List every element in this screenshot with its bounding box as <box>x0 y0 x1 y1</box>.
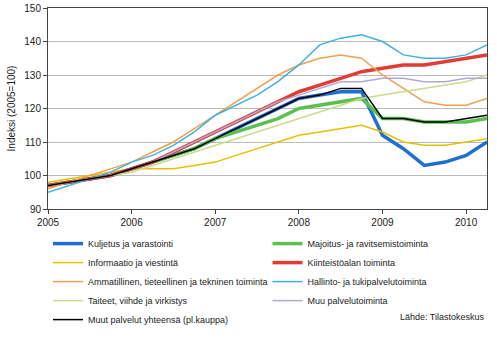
svg-text:2010: 2010 <box>455 217 478 228</box>
svg-text:110: 110 <box>25 137 41 148</box>
svg-text:Kiinteistöalan toiminta: Kiinteistöalan toiminta <box>308 258 396 268</box>
svg-text:Lähde: Tilastokeskus: Lähde: Tilastokeskus <box>400 312 485 322</box>
svg-text:Kuljetus ja varastointi: Kuljetus ja varastointi <box>88 239 173 249</box>
svg-text:Ammatillinen, tieteellinen ja: Ammatillinen, tieteellinen ja tekninen t… <box>88 277 268 287</box>
svg-text:150: 150 <box>24 3 41 14</box>
svg-text:Muu palvelutoiminta: Muu palvelutoiminta <box>308 296 388 306</box>
svg-text:130: 130 <box>24 70 41 81</box>
svg-text:2009: 2009 <box>371 217 394 228</box>
svg-text:2008: 2008 <box>288 217 311 228</box>
svg-text:Hallinto- ja tukipalvelutoimin: Hallinto- ja tukipalvelutoiminta <box>308 277 427 287</box>
svg-text:120: 120 <box>24 103 41 114</box>
svg-text:Indeksi (2005=100): Indeksi (2005=100) <box>6 66 17 152</box>
svg-text:Taiteet, viihde ja virkistys: Taiteet, viihde ja virkistys <box>88 296 188 306</box>
svg-text:140: 140 <box>24 36 41 47</box>
svg-text:Majoitus- ja ravitsemistoimint: Majoitus- ja ravitsemistoiminta <box>308 239 429 249</box>
svg-text:Informaatio ja viestintä: Informaatio ja viestintä <box>88 258 178 268</box>
svg-text:90: 90 <box>30 204 42 215</box>
svg-text:2006: 2006 <box>120 217 143 228</box>
svg-text:2007: 2007 <box>204 217 227 228</box>
svg-text:2005: 2005 <box>37 217 60 228</box>
svg-text:100: 100 <box>24 170 41 181</box>
svg-text:Muut palvelut yhteensä (pl.kau: Muut palvelut yhteensä (pl.kauppa) <box>88 315 228 325</box>
